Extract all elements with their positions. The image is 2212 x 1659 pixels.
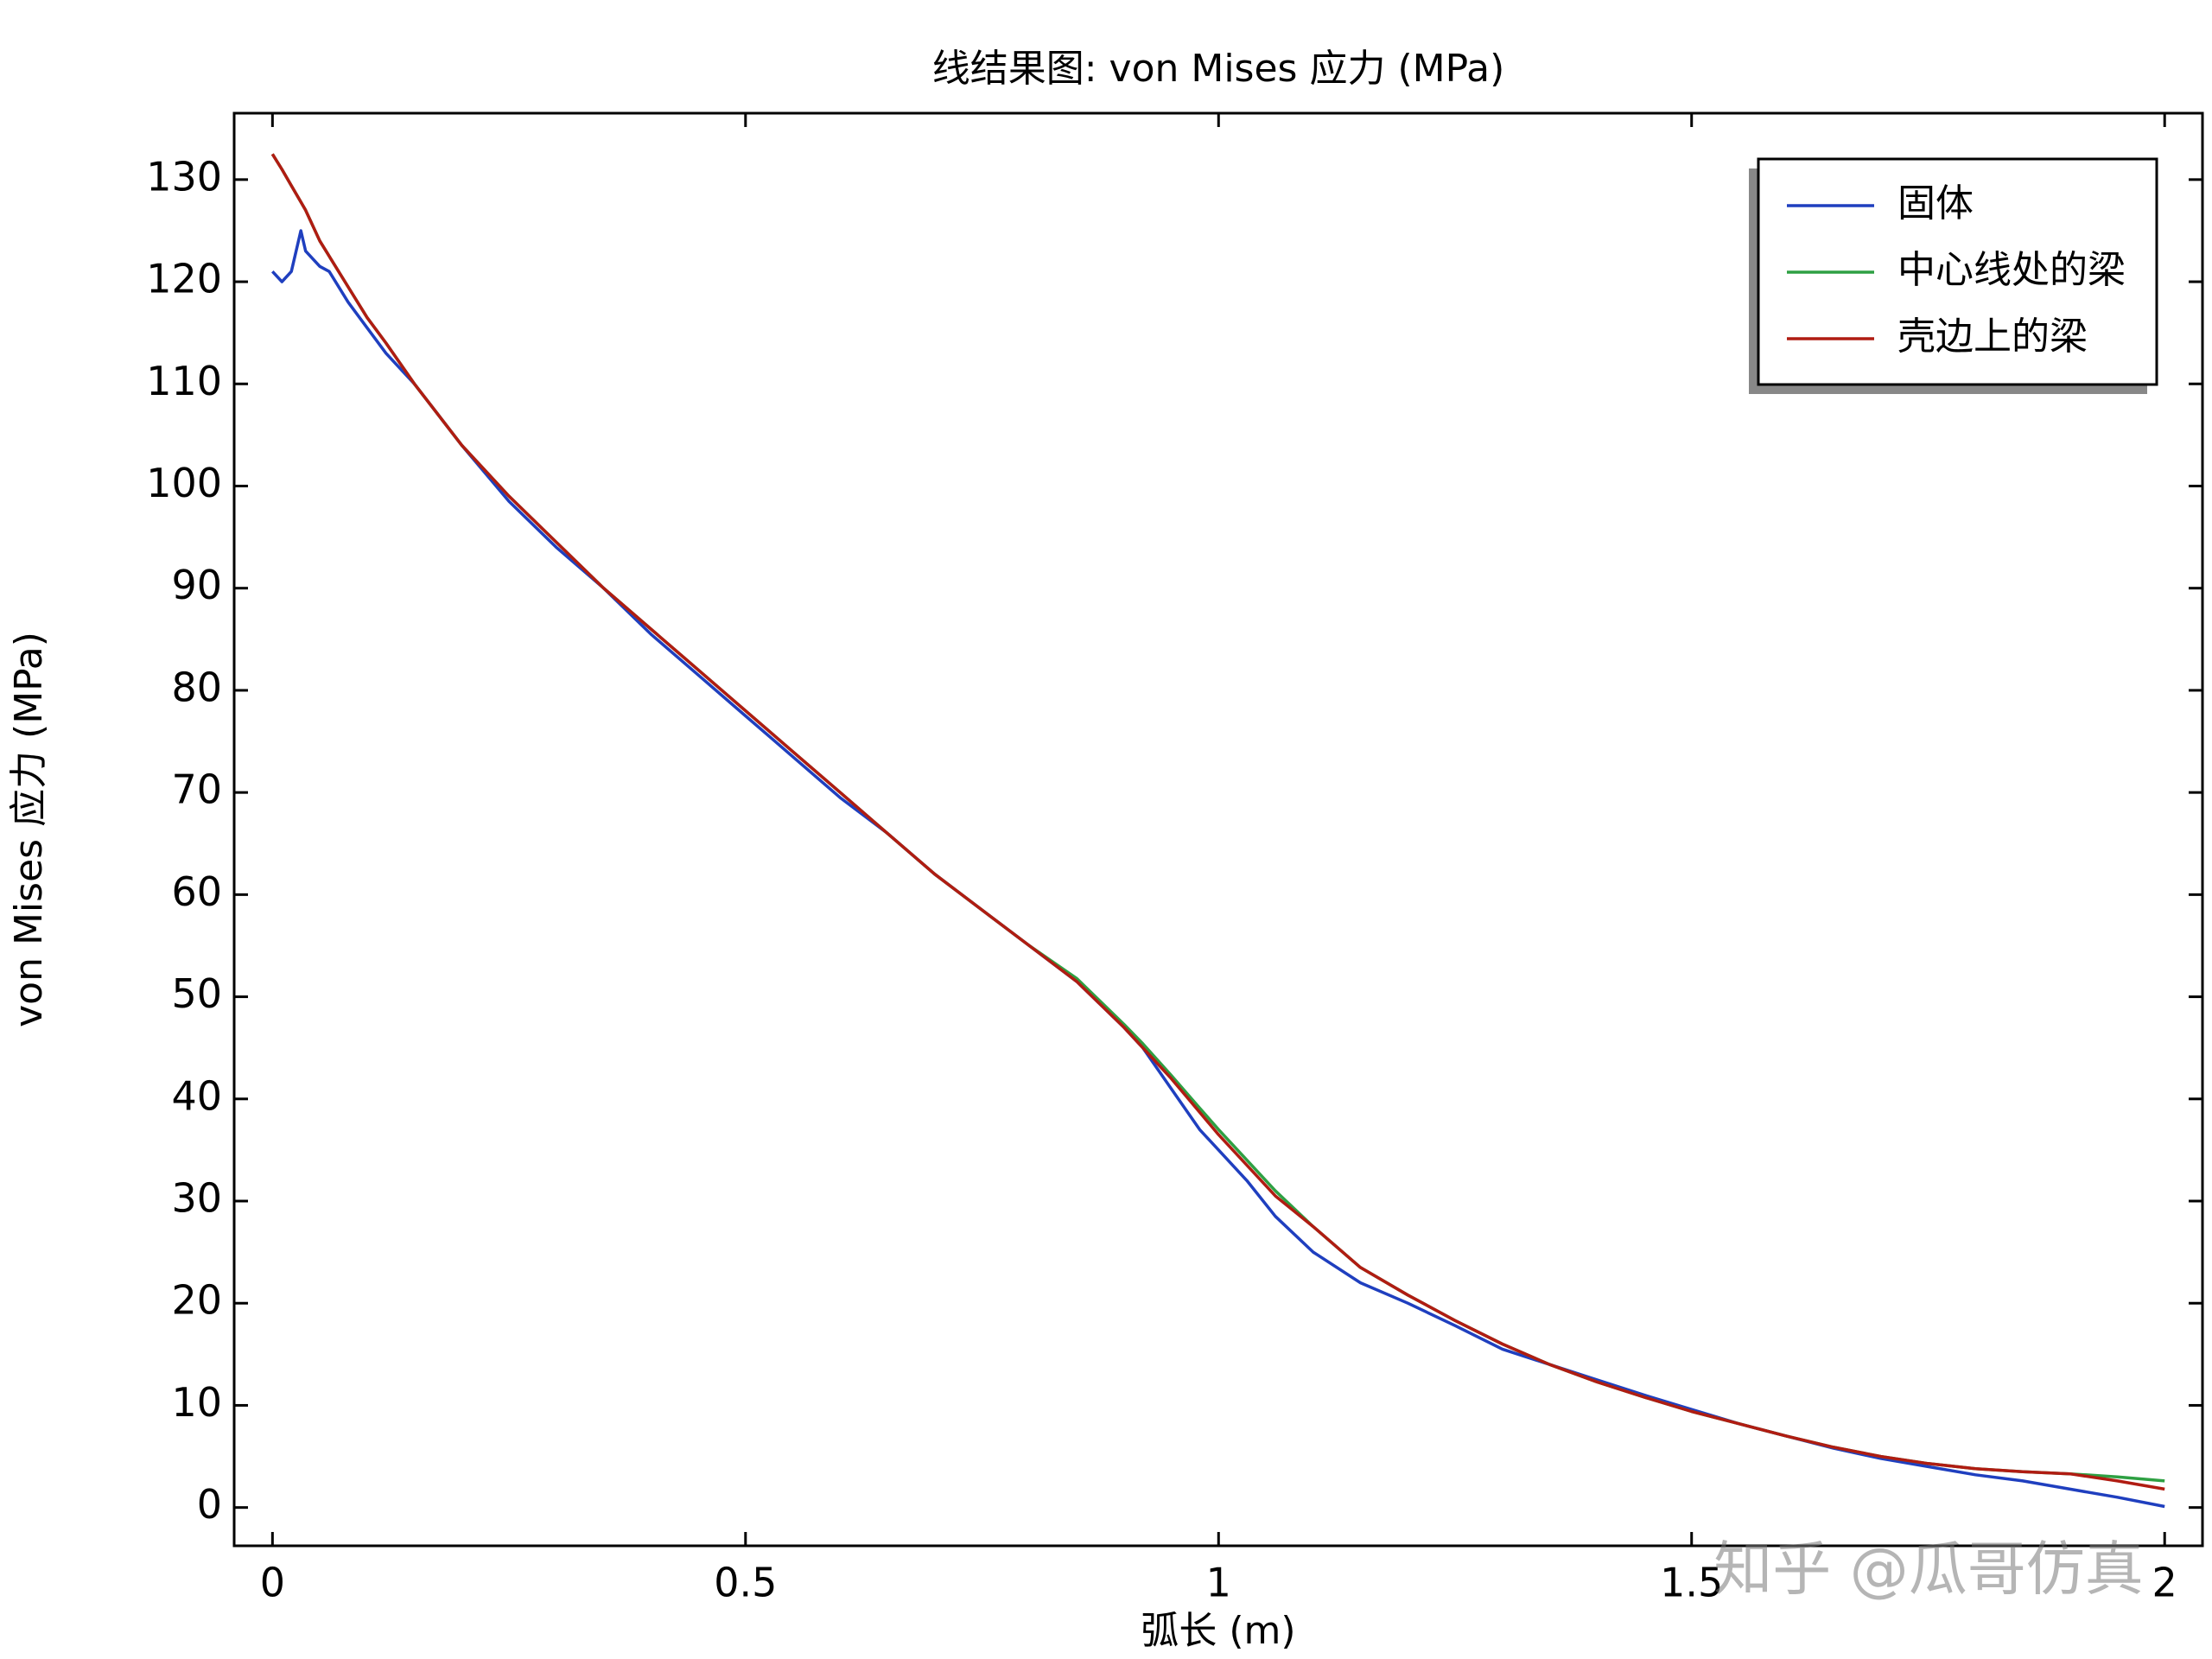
chart-title: 线结果图: von Mises 应力 (MPa) bbox=[932, 47, 1505, 91]
x-tick-label: 2 bbox=[2152, 1560, 2177, 1606]
plot-frame bbox=[232, 111, 2204, 1548]
y-tick-label: 130 bbox=[146, 153, 222, 200]
y-tick-label: 120 bbox=[146, 256, 222, 302]
y-tick-label: 80 bbox=[171, 664, 222, 710]
legend-label: 固体 bbox=[1897, 181, 1974, 226]
y-tick-label: 70 bbox=[171, 766, 222, 813]
y-tick-label: 40 bbox=[171, 1072, 222, 1119]
x-tick-label: 0.5 bbox=[714, 1560, 777, 1606]
x-tick-label: 0 bbox=[260, 1560, 285, 1606]
y-axis-label: von Mises 应力 (MPa) bbox=[7, 632, 51, 1027]
series-line bbox=[270, 153, 2165, 1491]
y-tick-label: 100 bbox=[146, 460, 222, 506]
legend-label: 中心线处的梁 bbox=[1897, 248, 2126, 292]
x-tick-label: 1.5 bbox=[1660, 1560, 1723, 1606]
y-tick-label: 90 bbox=[171, 562, 222, 608]
x-tick-label: 1 bbox=[1206, 1560, 1231, 1606]
y-tick-label: 20 bbox=[171, 1277, 222, 1324]
y-tick-label: 0 bbox=[197, 1481, 222, 1528]
y-tick-label: 10 bbox=[171, 1379, 222, 1426]
y-tick-label: 60 bbox=[171, 868, 222, 915]
y-tick-label: 30 bbox=[171, 1175, 222, 1222]
y-tick-label: 110 bbox=[146, 358, 222, 404]
watermark: 知乎 @瓜哥仿真 bbox=[1713, 1536, 2144, 1605]
x-axis-label: 弧长 (m) bbox=[1141, 1609, 1295, 1653]
legend-label: 壳边上的梁 bbox=[1897, 315, 2088, 359]
y-tick-label: 50 bbox=[171, 970, 222, 1017]
